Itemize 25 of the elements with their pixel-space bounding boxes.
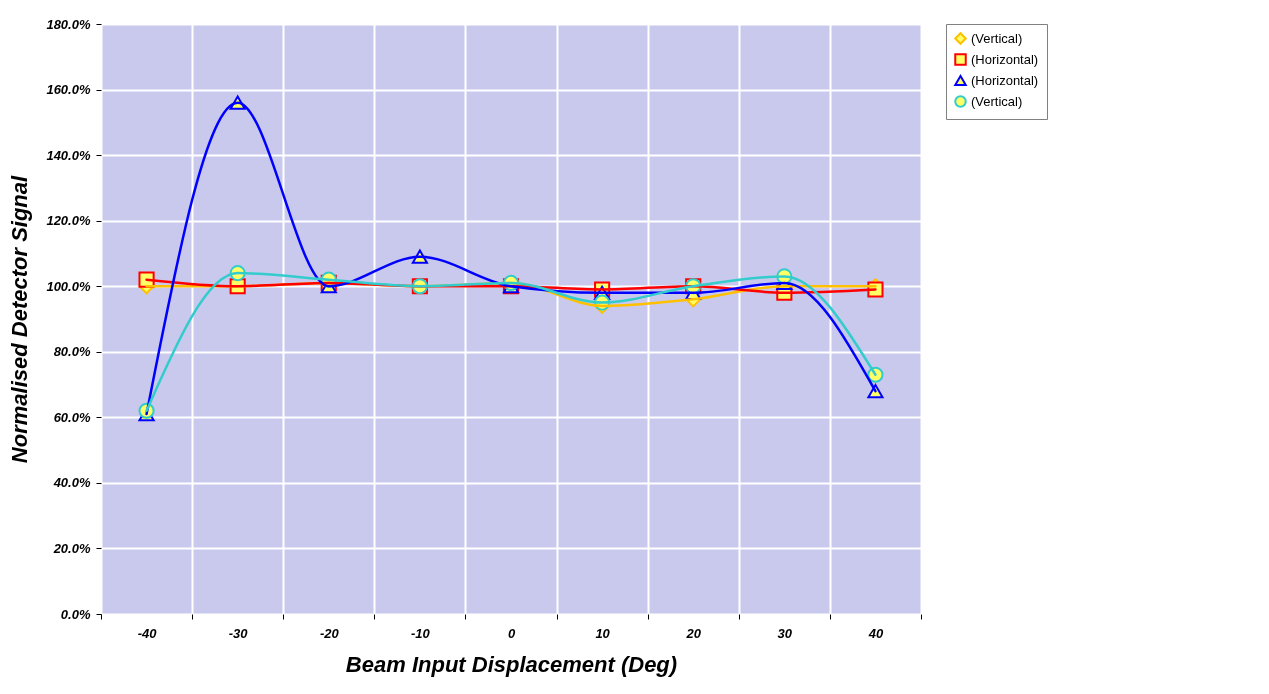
legend-label: (Vertical): [971, 30, 1023, 46]
x-tick-label: 0: [507, 625, 516, 641]
legend-label: (Vertical): [971, 93, 1023, 109]
y-tick-label: 0.0%: [60, 606, 91, 622]
y-tick-label: 60.0%: [53, 409, 91, 425]
x-tick-label: 30: [777, 625, 793, 641]
legend-label: (Horizontal): [971, 72, 1039, 88]
y-tick-label: 40.0%: [52, 475, 91, 491]
y-tick-label: 160.0%: [46, 82, 91, 98]
x-tick-label: -30: [228, 625, 249, 641]
x-axis-title: Beam Input Displacement (Deg): [345, 651, 678, 677]
y-tick-label: 20.0%: [52, 540, 91, 556]
y-axis-title: Normalised Detector Signal: [7, 174, 33, 464]
x-tick-label: 40: [867, 625, 884, 641]
y-tick-label: 80.0%: [53, 344, 91, 360]
legend-label: (Horizontal): [971, 51, 1039, 67]
x-tick-label: -10: [410, 625, 431, 641]
y-tick-label: 180.0%: [46, 16, 91, 32]
y-tick-label: 120.0%: [46, 213, 91, 229]
y-tick-label: 100.0%: [46, 278, 91, 294]
y-tick-label: 140.0%: [46, 147, 91, 163]
x-tick-label: 10: [595, 625, 611, 641]
x-tick-label: -40: [137, 625, 158, 641]
x-tick-label: -20: [319, 625, 340, 641]
x-tick-label: 20: [685, 625, 702, 641]
